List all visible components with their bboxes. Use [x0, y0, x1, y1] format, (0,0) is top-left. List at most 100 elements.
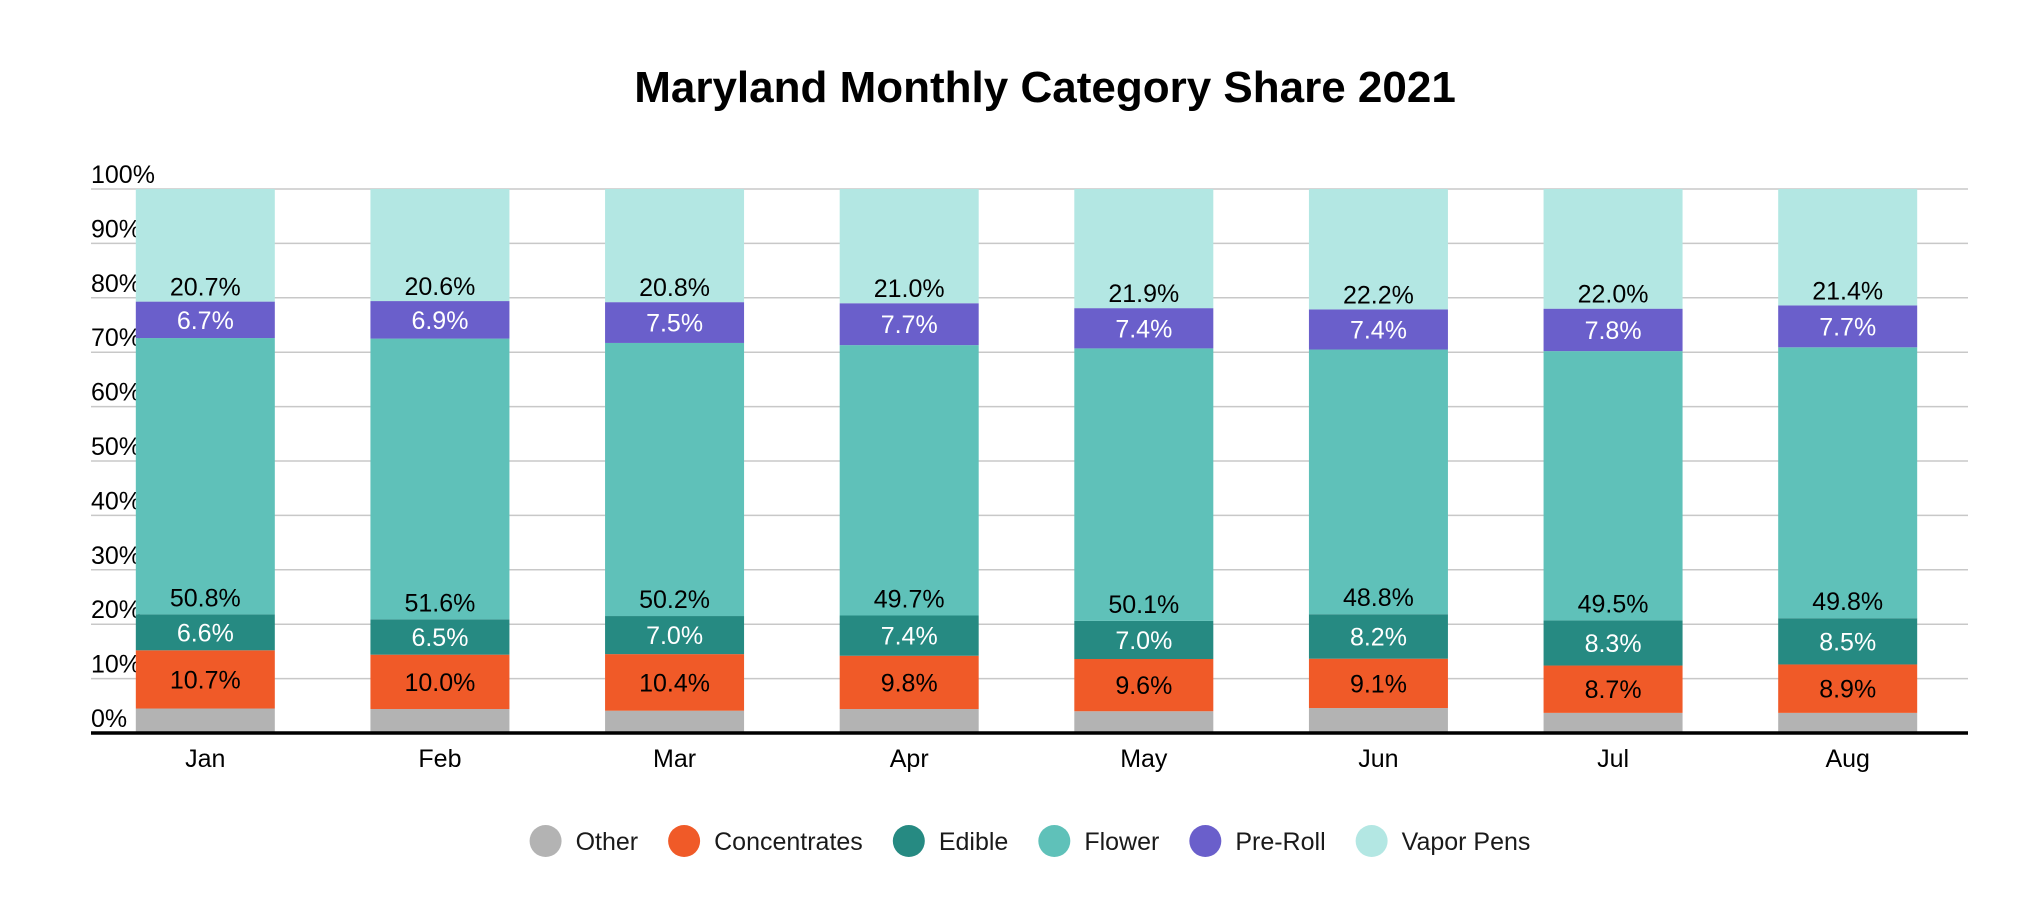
bar-segment-pre-roll — [605, 302, 745, 343]
data-label: 49.5% — [1578, 590, 1649, 618]
bar-segment-concentrates — [1308, 658, 1448, 709]
bar-segment-pre-roll — [1308, 309, 1448, 350]
bar-segment-vapor-pens — [1778, 189, 1918, 306]
y-tick-label: 40% — [91, 487, 141, 515]
data-label: 9.8% — [881, 669, 938, 697]
x-tick-label: Mar — [653, 745, 696, 773]
bars — [135, 189, 1918, 733]
data-label: 6.6% — [177, 619, 234, 647]
data-label: 7.5% — [646, 310, 703, 338]
data-label: 22.0% — [1578, 281, 1649, 309]
data-label: 7.7% — [881, 311, 938, 339]
data-label: 7.7% — [1819, 313, 1876, 341]
bar-segment-other — [1543, 712, 1683, 733]
data-label: 6.7% — [177, 307, 234, 335]
bar-segment-flower — [1308, 349, 1448, 615]
data-label: 9.6% — [1115, 672, 1172, 700]
bar-segment-concentrates — [135, 650, 275, 709]
data-label: 7.4% — [1350, 316, 1407, 344]
bar-segment-other — [605, 710, 745, 733]
x-tick-label: Feb — [418, 745, 461, 773]
data-label: 7.8% — [1585, 317, 1642, 345]
data-label: 8.5% — [1819, 628, 1876, 656]
bar-segment-pre-roll — [1074, 308, 1214, 349]
bar-segment-other — [370, 709, 510, 733]
data-label: 21.0% — [874, 275, 945, 303]
bar-segment-pre-roll — [370, 301, 510, 339]
bar-segment-flower — [135, 338, 275, 615]
bar-segment-pre-roll — [135, 301, 275, 339]
data-label: 49.7% — [874, 585, 945, 613]
bar-segment-vapor-pens — [370, 189, 510, 302]
legend-label: Pre-Roll — [1235, 828, 1325, 856]
x-tick-label: Jan — [185, 745, 225, 773]
legend-label: Flower — [1084, 828, 1159, 856]
x-tick-label: May — [1120, 745, 1168, 773]
data-label: 48.8% — [1343, 584, 1414, 612]
bar-segment-concentrates — [1543, 665, 1683, 713]
bar-segment-flower — [605, 342, 745, 617]
legend-swatch-flower — [1038, 825, 1071, 857]
bar-segment-vapor-pens — [839, 189, 979, 304]
bar-segment-pre-roll — [1543, 308, 1683, 352]
bar-segment-concentrates — [1778, 664, 1918, 713]
x-tick-label: Jul — [1597, 745, 1629, 773]
y-tick-label: 10% — [91, 651, 141, 679]
y-tick-label: 100% — [91, 161, 155, 189]
legend-swatch-pre-roll — [1189, 825, 1222, 857]
data-label: 51.6% — [404, 589, 475, 617]
data-label: 21.9% — [1108, 280, 1179, 308]
bar-segment-vapor-pens — [1074, 189, 1214, 309]
data-label: 49.8% — [1812, 588, 1883, 616]
y-tick-label: 80% — [91, 270, 141, 298]
data-label: 9.1% — [1350, 670, 1407, 698]
data-label: 10.4% — [639, 669, 710, 697]
data-label: 7.4% — [881, 623, 938, 651]
bar-segment-concentrates — [370, 654, 510, 710]
data-label: 20.7% — [170, 274, 241, 302]
bar-segment-edible — [1308, 614, 1448, 659]
bar-segment-flower — [370, 338, 510, 620]
legend-swatch-edible — [892, 825, 925, 857]
bar-segment-flower — [1778, 347, 1918, 619]
data-label: 21.4% — [1812, 277, 1883, 305]
data-label: 22.2% — [1343, 281, 1414, 309]
y-tick-label: 50% — [91, 433, 141, 461]
x-tick-label: Aug — [1825, 745, 1869, 773]
legend-label: Vapor Pens — [1402, 828, 1531, 856]
bar-segment-vapor-pens — [605, 189, 745, 303]
x-tick-label: Jun — [1358, 745, 1398, 773]
legend-swatch-vapor-pens — [1355, 825, 1388, 857]
data-label: 7.0% — [1115, 627, 1172, 655]
data-label: 50.2% — [639, 586, 710, 614]
bar-segment-edible — [1074, 620, 1214, 660]
y-axis-tick-labels: 0% 10% 20% 30% 40% 50% 60% 70% 80% 90% 100% — [91, 161, 155, 733]
bar-segment-flower — [1543, 351, 1683, 621]
y-tick-label: 70% — [91, 324, 141, 352]
data-label: 20.8% — [639, 274, 710, 302]
data-label: 10.7% — [170, 666, 241, 694]
bar-segment-flower — [839, 345, 979, 616]
bar-segment-pre-roll — [839, 303, 979, 346]
y-tick-label: 90% — [91, 215, 141, 243]
bar-segment-other — [839, 709, 979, 733]
data-label: 8.7% — [1585, 676, 1642, 704]
bar-segment-edible — [839, 615, 979, 656]
legend-label: Other — [576, 828, 639, 856]
data-label: 6.9% — [411, 307, 468, 335]
bar-segment-other — [1308, 708, 1448, 733]
legend-label: Concentrates — [714, 828, 863, 856]
x-tick-label: Apr — [890, 745, 929, 773]
bar-segment-pre-roll — [1778, 305, 1918, 348]
y-tick-label: 0% — [91, 705, 127, 733]
data-label: 50.8% — [170, 584, 241, 612]
bar-segment-edible — [370, 619, 510, 655]
legend-swatch-concentrates — [668, 825, 701, 857]
y-tick-label: 60% — [91, 379, 141, 407]
bar-segment-edible — [605, 616, 745, 655]
data-label: 8.3% — [1585, 630, 1642, 658]
y-tick-label: 20% — [91, 596, 141, 624]
data-label: 7.0% — [646, 622, 703, 650]
legend: Other Concentrates Edible Flower Pre-Roll Vap… — [529, 825, 1531, 857]
